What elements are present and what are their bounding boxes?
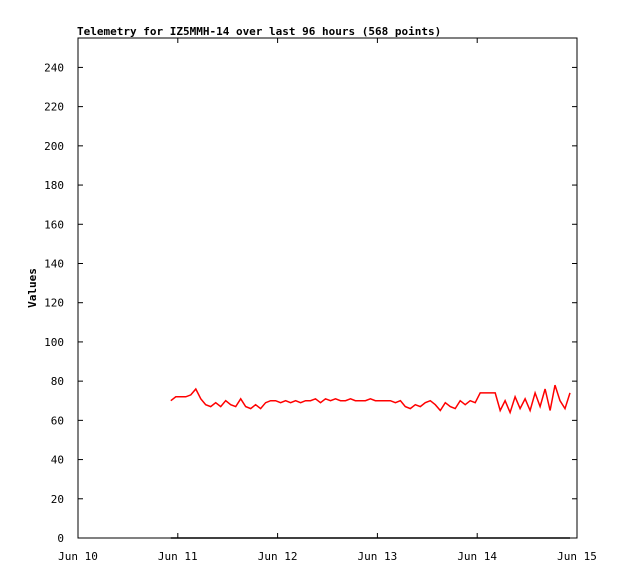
x-tick-label: Jun 14 xyxy=(457,550,497,563)
y-tick-label: 240 xyxy=(44,61,64,74)
x-tick-label: Jun 12 xyxy=(258,550,298,563)
y-tick-label: 200 xyxy=(44,140,64,153)
y-tick-label: 0 xyxy=(57,532,64,545)
y-axis-label: Values xyxy=(26,268,39,308)
plot-frame xyxy=(77,37,578,539)
y-tick-label: 100 xyxy=(44,336,64,349)
y-tick-label: 40 xyxy=(51,454,64,467)
x-tick-label: Jun 11 xyxy=(158,550,198,563)
y-tick-label: 220 xyxy=(44,101,64,114)
y-tick-label: 160 xyxy=(44,218,64,231)
chart-title: Telemetry for IZ5MMH-14 over last 96 hou… xyxy=(77,25,441,38)
y-tick-label: 20 xyxy=(51,493,64,506)
y-tick-label: 60 xyxy=(51,414,64,427)
x-tick-label: Jun 13 xyxy=(358,550,398,563)
y-tick-label: 80 xyxy=(51,375,64,388)
x-tick-label: Jun 10 xyxy=(58,550,98,563)
series-line xyxy=(170,384,571,415)
y-tick-label: 140 xyxy=(44,257,64,270)
x-tick-label: Jun 15 xyxy=(557,550,597,563)
y-tick-label: 180 xyxy=(44,179,64,192)
y-tick-label: 120 xyxy=(44,297,64,310)
